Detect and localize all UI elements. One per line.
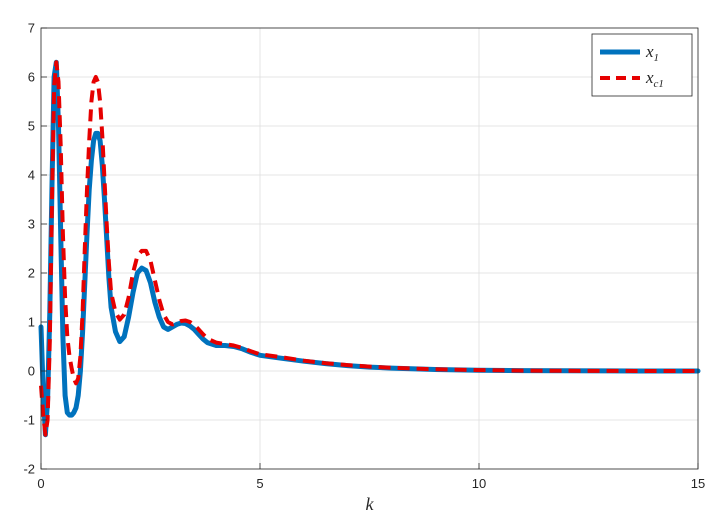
plot-frame xyxy=(40,27,699,470)
legend-label-main: x xyxy=(645,68,654,87)
y-tick-label: 2 xyxy=(28,266,35,281)
y-tick-label: 4 xyxy=(28,168,35,183)
y-tick-label: 5 xyxy=(28,119,35,134)
series-line-2 xyxy=(39,60,698,437)
legend-label-2: xc1 xyxy=(645,68,664,90)
legend-label-subscript: c1 xyxy=(654,78,664,90)
x-tick-label: 0 xyxy=(37,476,44,491)
legend-label-main: x xyxy=(645,42,654,61)
plot-area xyxy=(41,28,698,469)
y-tick-label: 0 xyxy=(28,364,35,379)
x-tick-label: 10 xyxy=(472,476,486,491)
y-tick-label: -2 xyxy=(23,462,35,477)
legend-label-subscript: 1 xyxy=(654,52,660,64)
axis-ticks: 0 5 10 15 -2 -1 0 1 2 3 4 5 6 7 xyxy=(23,21,705,492)
x-axis-title: k xyxy=(366,494,375,514)
x-tick-label: 15 xyxy=(691,476,705,491)
y-tick-label: 3 xyxy=(28,217,35,232)
y-tick-label: -1 xyxy=(23,413,35,428)
y-tick-label: 1 xyxy=(28,315,35,330)
x-tick-label: 5 xyxy=(256,476,263,491)
legend-label-1: x1 xyxy=(645,42,659,64)
legend-box xyxy=(591,33,693,97)
series-line-1 xyxy=(38,59,701,438)
y-tick-label: 7 xyxy=(28,21,35,36)
y-tick-label: 6 xyxy=(28,70,35,85)
series-layer xyxy=(38,59,701,438)
